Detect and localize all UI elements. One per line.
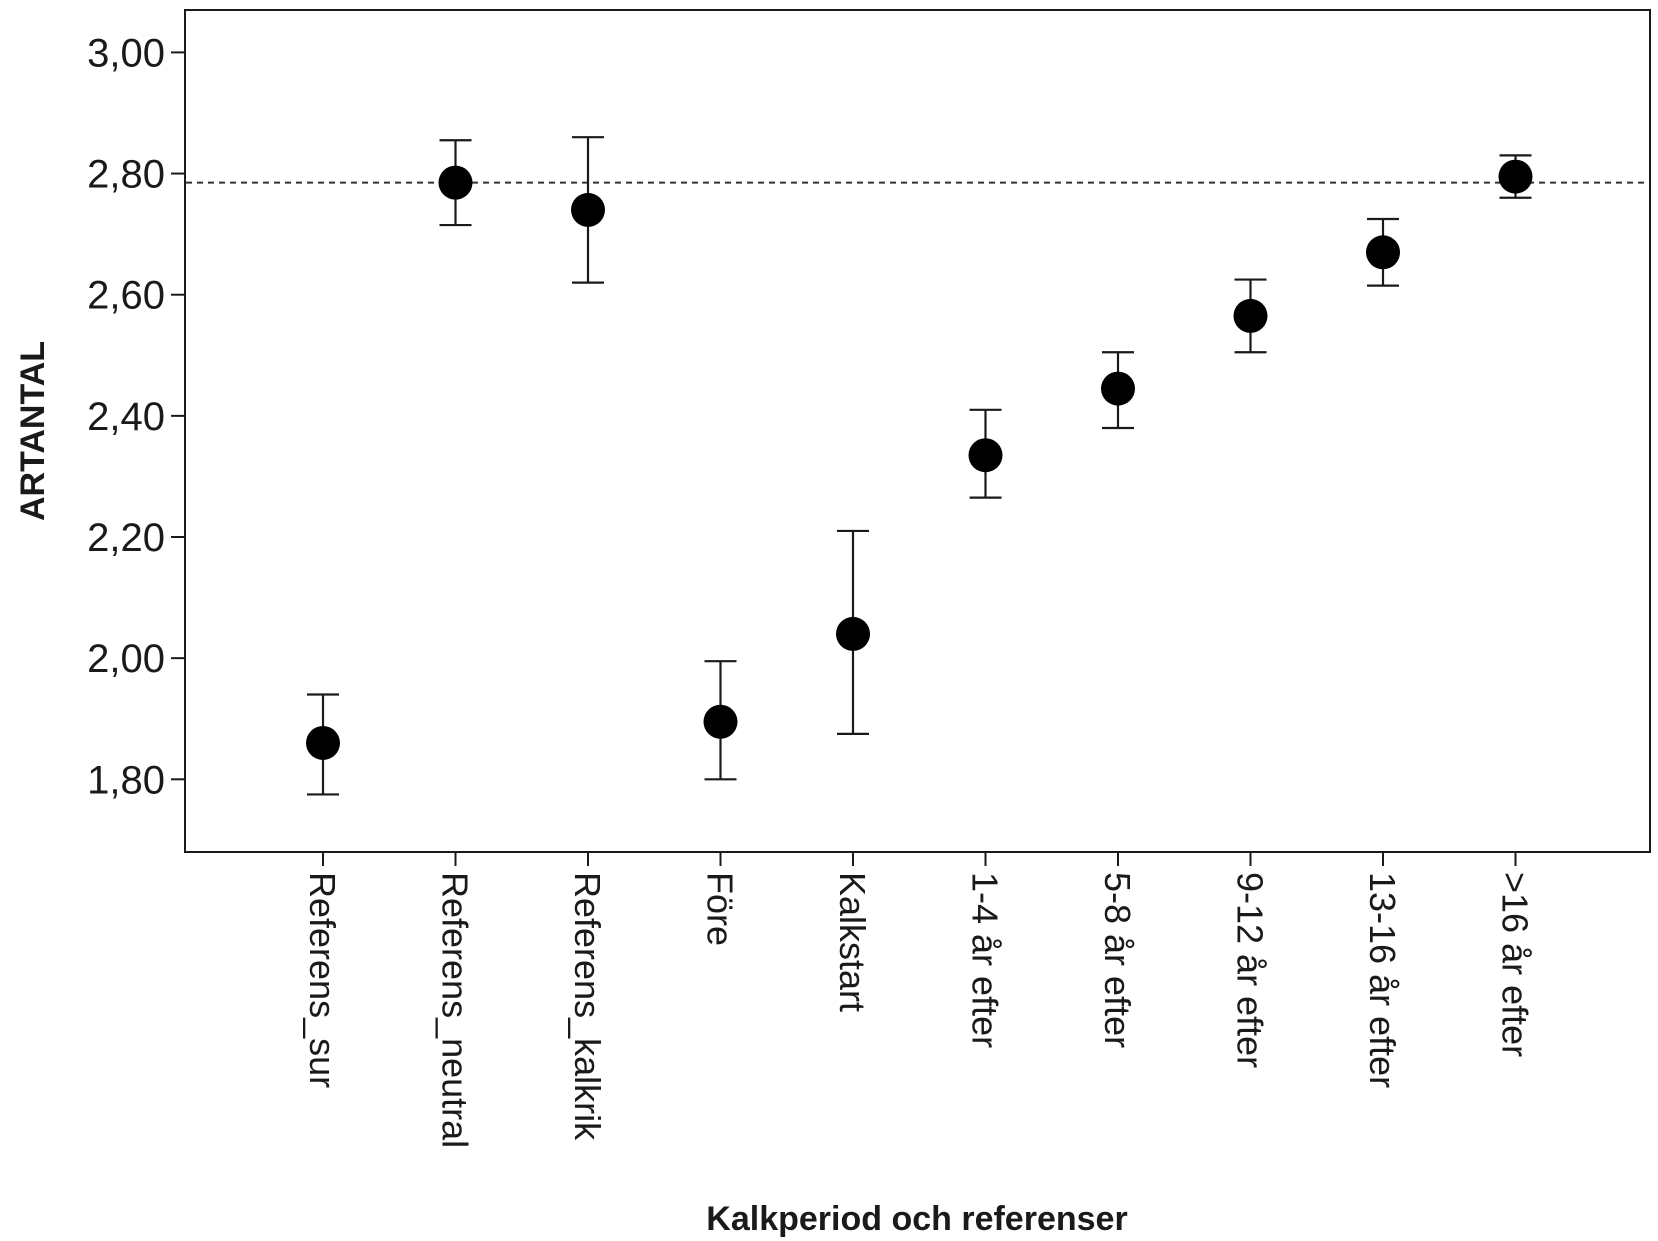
x-tick-label: Referens_kalkrik — [567, 872, 608, 1141]
data-point — [571, 192, 605, 227]
x-tick-label: Kalkstart — [832, 872, 873, 1012]
x-tick-label: Referens_sur — [302, 872, 343, 1088]
plot-area — [184, 9, 1651, 853]
x-tick-label: Referens_neutral — [435, 872, 476, 1148]
data-point — [1233, 298, 1268, 333]
x-tick-label: 9-12 år efter — [1230, 872, 1271, 1068]
data-point — [968, 438, 1003, 473]
y-axis-title: ARTANTAL — [14, 341, 52, 521]
data-point — [306, 725, 340, 760]
data-point — [438, 165, 473, 200]
x-tick-label: 1-4 år efter — [965, 872, 1006, 1048]
x-tick-label: 5-8 år efter — [1097, 872, 1138, 1048]
y-tick-label: 2,00 — [87, 637, 165, 681]
data-point — [1498, 159, 1533, 194]
y-tick-label: 1,80 — [87, 758, 165, 802]
data-point — [1101, 371, 1135, 406]
y-tick-label: 2,60 — [87, 274, 165, 318]
y-tick-label: 3,00 — [87, 31, 165, 75]
x-tick-label: 13-16 år efter — [1362, 872, 1403, 1088]
data-point — [1366, 235, 1400, 270]
y-tick-label: 2,80 — [87, 153, 165, 197]
data-point — [836, 616, 870, 651]
y-tick-label: 2,40 — [87, 395, 165, 439]
y-tick-label: 2,20 — [87, 516, 165, 560]
x-tick-label: >16 år efter — [1495, 872, 1536, 1057]
x-axis-title: Kalkperiod och referenser — [706, 1200, 1127, 1238]
x-tick-label: Före — [700, 872, 741, 946]
data-point — [703, 704, 738, 739]
